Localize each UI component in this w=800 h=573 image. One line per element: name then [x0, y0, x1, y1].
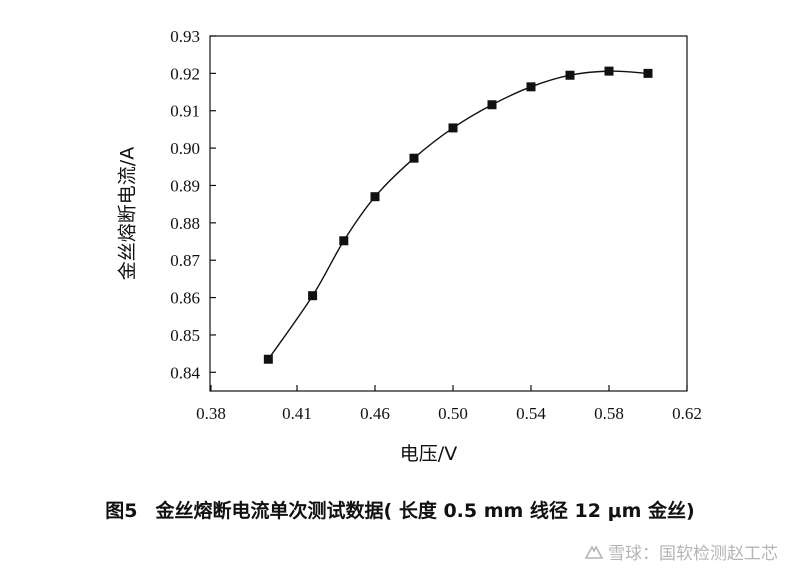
y-tick-label: 0.86 [170, 289, 200, 308]
series-line [267, 70, 649, 360]
y-tick-label: 0.89 [170, 176, 200, 195]
data-point [604, 66, 614, 76]
x-tick-label: 0.62 [672, 404, 702, 423]
x-tick-label: 0.38 [196, 404, 226, 423]
x-axis-ticks: 0.38 0.41 0.46 0.50 0.54 0.58 0.62 [196, 385, 702, 423]
data-point [448, 123, 458, 133]
y-tick-label: 0.87 [170, 251, 200, 270]
snowball-logo-icon [584, 545, 604, 559]
y-tick-label: 0.84 [170, 363, 200, 382]
data-points [263, 66, 653, 364]
data-point [339, 236, 349, 246]
chart: 0.38 0.41 0.46 0.50 0.54 0.58 0.62 0.840.850.8… [117, 27, 702, 465]
x-tick-label: 0.41 [282, 404, 312, 423]
y-axis-label: 金丝熔断电流/A [117, 147, 139, 280]
plot-frame [209, 35, 688, 392]
data-point [643, 68, 653, 78]
x-tick-label: 0.46 [360, 404, 390, 423]
data-point [487, 100, 497, 110]
data-point [565, 70, 575, 80]
data-point [370, 192, 380, 202]
y-axis-ticks: 0.84 0.85 0.86 0.87 0.88 0.89 0.90 0.91 0.92 0.93 [170, 27, 216, 382]
y-tick-label: 0.85 [170, 326, 200, 345]
watermark: 雪球：国软检测赵工芯 [584, 539, 778, 564]
data-point [526, 82, 536, 92]
caption-text: 金丝熔断电流单次测试数据( 长度 0.5 mm 线径 12 μm 金丝) [155, 500, 695, 522]
y-tick-label: 0.92 [170, 64, 200, 83]
x-tick-label: 0.50 [438, 404, 468, 423]
data-point [409, 153, 419, 163]
x-tick-label: 0.58 [594, 404, 624, 423]
figure-number: 图5 [105, 500, 138, 522]
axes [209, 35, 688, 392]
x-axis-label: 电压/V [400, 443, 457, 465]
data-point [263, 354, 273, 364]
data-point [308, 291, 318, 301]
y-tick-label: 0.90 [170, 139, 200, 158]
watermark-text: 雪球：国软检测赵工芯 [608, 544, 778, 564]
figure-caption: 图5 金丝熔断电流单次测试数据( 长度 0.5 mm 线径 12 μm 金丝) [0, 496, 800, 523]
y-tick-label: 0.93 [170, 27, 200, 46]
y-tick-label: 0.91 [170, 102, 200, 121]
x-tick-label: 0.54 [516, 404, 546, 423]
y-tick-label: 0.88 [170, 214, 200, 233]
